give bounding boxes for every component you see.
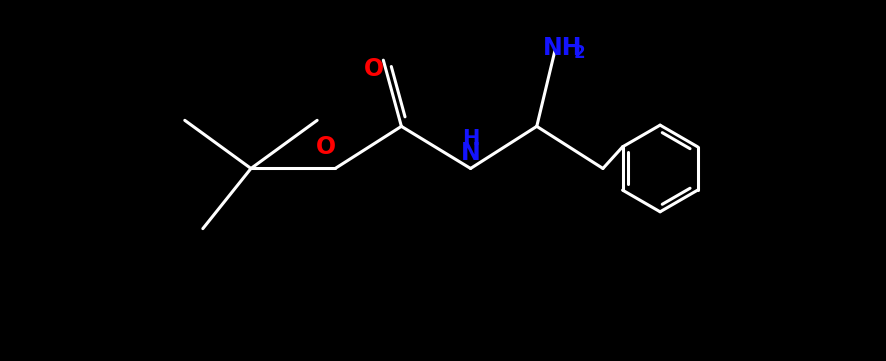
- Text: N: N: [460, 142, 480, 165]
- Text: H: H: [462, 129, 478, 149]
- Text: O: O: [364, 57, 384, 81]
- Text: 2: 2: [573, 44, 585, 62]
- Text: O: O: [315, 135, 336, 160]
- Text: NH: NH: [542, 36, 581, 60]
